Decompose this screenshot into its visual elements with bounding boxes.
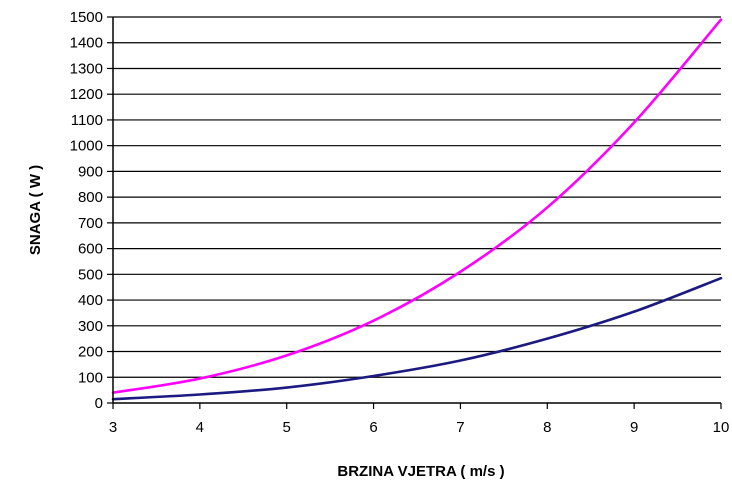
x-tick-label: 5	[283, 419, 291, 436]
y-tick-label: 1400	[70, 35, 103, 52]
x-tick-label: 8	[543, 419, 551, 436]
y-tick-label: 1100	[71, 112, 103, 129]
x-tick-labels: 3 4 5 6 7 8 9 10	[109, 403, 730, 436]
y-tick-label: 1000	[70, 138, 103, 155]
y-tick-label: 0	[95, 395, 103, 412]
y-tick-label: 500	[78, 266, 103, 283]
y-tick-label: 200	[78, 344, 103, 361]
y-tick-labels: 0 100 200 300 400 500 600 700 800 900 1000 1100 1200…	[70, 9, 113, 412]
y-tick-label: 1500	[70, 9, 103, 26]
y-tick-label: 400	[78, 292, 103, 309]
y-tick-label: 600	[78, 241, 103, 258]
x-tick-label: 7	[456, 419, 464, 436]
y-tick-label: 100	[78, 369, 103, 386]
x-tick-label: 9	[630, 419, 638, 436]
x-tick-label: 4	[196, 419, 204, 436]
y-tick-label: 1200	[70, 86, 103, 103]
x-tick-label: 6	[369, 419, 377, 436]
gridlines	[113, 16, 721, 378]
x-tick-label: 10	[713, 419, 730, 436]
y-tick-label: 900	[78, 163, 103, 180]
x-tick-label: 3	[109, 419, 117, 436]
series-line-1	[111, 18, 723, 395]
y-tick-label: 800	[78, 189, 103, 206]
x-axis-title: BRZINA VJETRA ( m/s )	[337, 463, 504, 480]
series-line-2	[111, 276, 723, 401]
y-tick-label: 700	[78, 215, 103, 232]
y-tick-label: 1300	[70, 60, 103, 77]
y-axis-title: SNAGA ( W )	[27, 165, 44, 255]
series-lines	[111, 18, 723, 401]
y-tick-label: 300	[78, 318, 103, 335]
